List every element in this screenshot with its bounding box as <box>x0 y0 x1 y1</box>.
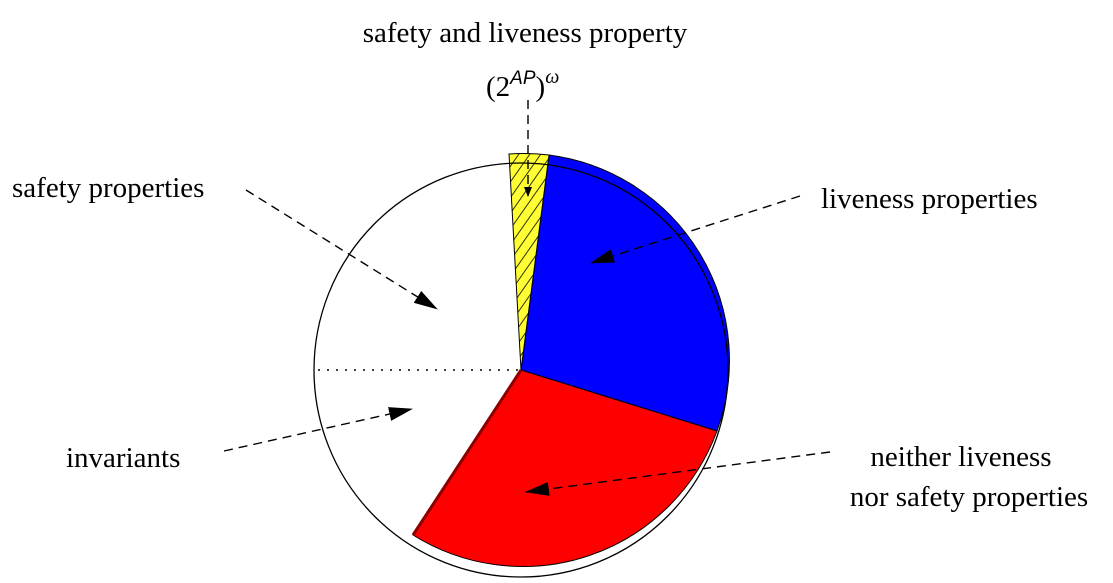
neither-label-line2: nor safety properties <box>850 481 1088 513</box>
universe-base: (2 <box>486 71 510 103</box>
safety-properties-arrow <box>245 189 438 310</box>
liveness-properties-arrow <box>590 195 801 264</box>
universe-omega: ω <box>545 66 559 88</box>
universe-close: ) <box>536 71 546 103</box>
neither-arrow <box>525 451 831 496</box>
safety-properties-label: safety properties <box>12 172 204 204</box>
neither-region-edge <box>411 369 523 536</box>
invariants-label: invariants <box>66 442 180 474</box>
safety-and-liveness-label: safety and liveness property <box>363 17 688 49</box>
universe-label: (2AP)ω <box>486 66 559 103</box>
liveness-properties-label: liveness properties <box>821 183 1038 215</box>
safety-and-liveness-region <box>508 153 550 371</box>
neither-label-line1: neither liveness <box>870 441 1051 473</box>
invariants-arrow <box>223 407 413 452</box>
universe-exponent: AP <box>509 68 536 89</box>
property-circle-outline <box>313 162 729 578</box>
